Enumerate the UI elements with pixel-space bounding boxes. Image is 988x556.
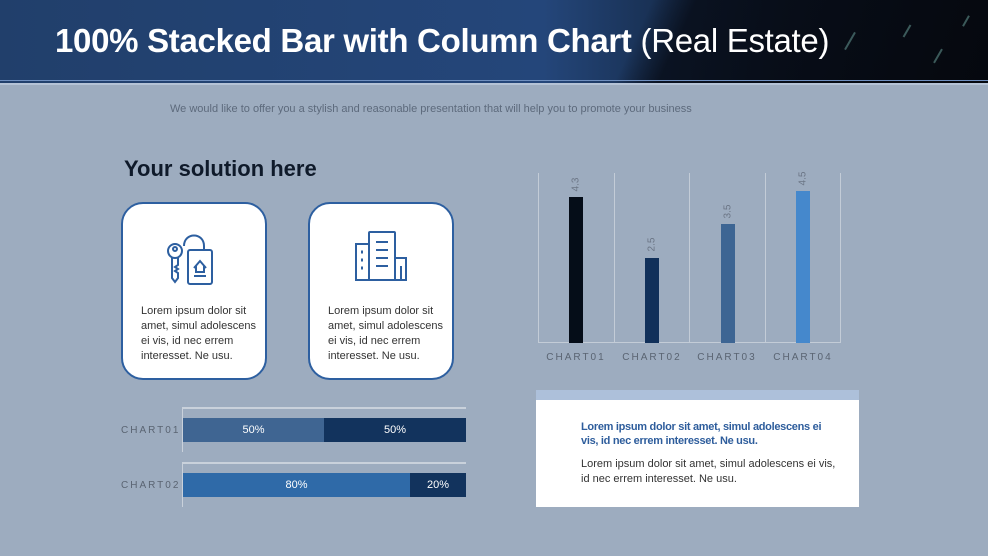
column-value: 3.5 [722, 204, 734, 219]
section-title: Your solution here [124, 156, 317, 181]
hbar-segment: 50% [183, 418, 324, 442]
header-stripe [0, 83, 988, 85]
hbar-segment: 20% [410, 473, 466, 497]
subtitle: We would like to offer you a stylish and… [170, 103, 692, 115]
column-value: 2.5 [646, 237, 658, 252]
info-box: Lorem ipsum dolor sit amet, simul adoles… [536, 390, 859, 507]
column-bar [645, 258, 659, 343]
building-background-image [600, 0, 988, 85]
title-bold: 100% Stacked Bar with Column Chart [55, 22, 632, 59]
info-body-text: Lorem ipsum dolor sit amet, simul adoles… [581, 458, 836, 485]
column-category-label: CHART04 [773, 352, 833, 363]
card-text: Lorem ipsum dolor sit amet, simul adoles… [141, 305, 256, 362]
info-box-band [536, 390, 859, 400]
key-tag-house-icon [167, 234, 213, 285]
header-divider [0, 80, 988, 81]
page-title: 100% Stacked Bar with Column Chart (Real… [55, 22, 829, 60]
card-building: Lorem ipsum dolor sit amet, simul adoles… [308, 202, 454, 380]
hbar-segment: 80% [183, 473, 410, 497]
column-bar [796, 191, 810, 343]
card-text: Lorem ipsum dolor sit amet, simul adoles… [328, 305, 443, 362]
column-category-label: CHART01 [546, 352, 606, 363]
column-bar [569, 197, 583, 343]
hbar-segment: 50% [324, 418, 466, 442]
hbar-category-label: CHART02 [121, 480, 181, 491]
office-building-icon [355, 231, 407, 281]
info-highlight-text: Lorem ipsum dolor sit amet, simul adoles… [581, 421, 822, 447]
column-bar [721, 224, 735, 343]
column-chart: 4.3 2.5 3.5 4.5 [538, 172, 841, 343]
hbar-category-label: CHART01 [121, 425, 181, 436]
column-value: 4.3 [570, 177, 582, 192]
column-category-label: CHART03 [697, 352, 757, 363]
title-light: (Real Estate) [640, 22, 830, 59]
column-value: 4.5 [797, 171, 809, 186]
card-key: Lorem ipsum dolor sit amet, simul adoles… [121, 202, 267, 380]
header-banner: 100% Stacked Bar with Column Chart (Real… [0, 0, 988, 85]
column-category-label: CHART02 [622, 352, 682, 363]
